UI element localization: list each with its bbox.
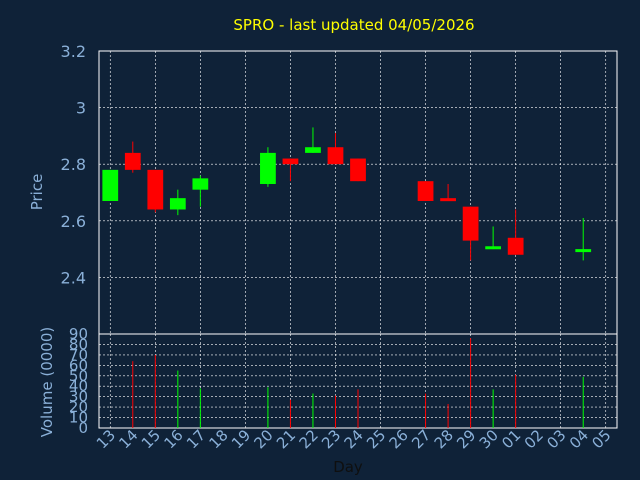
candle-body — [147, 169, 164, 210]
day-axis-label: Day — [333, 458, 363, 476]
candle-body — [305, 147, 321, 153]
candle-body — [102, 169, 119, 201]
price-tick-labels: 3.2 3 2.8 2.6 2.4 — [61, 42, 86, 287]
day-tick-label: 05 — [588, 426, 614, 452]
volume-tick-label: 50 — [69, 367, 88, 385]
volume-tick-label: 10 — [69, 409, 88, 427]
volume-tick-label: 90 — [69, 325, 88, 343]
candle-body — [440, 198, 456, 202]
price-axis-label: Price — [28, 174, 46, 211]
candle-body — [417, 181, 434, 201]
candle-body — [350, 158, 366, 182]
candle-body — [485, 246, 502, 250]
chart-title: SPRO - last updated 04/05/2026 — [233, 16, 474, 34]
candle-body — [169, 198, 186, 210]
candle-body — [124, 152, 141, 170]
candle-body — [192, 178, 209, 190]
candlestick-series — [102, 127, 592, 261]
price-tick-label: 3.2 — [61, 42, 86, 61]
day-tick-labels: 1314151617181920212223242526272829300102… — [93, 426, 615, 452]
candle-body — [462, 206, 479, 241]
volume-tick-label: 20 — [69, 398, 88, 416]
price-tick-label: 3 — [76, 99, 86, 118]
candle-body — [260, 152, 276, 185]
volume-tick-label: 60 — [69, 356, 88, 374]
price-tick-label: 2.4 — [61, 268, 86, 287]
candle-body — [575, 249, 592, 253]
volume-axis-label: Volume (0000) — [38, 327, 56, 437]
volume-tick-label: 70 — [69, 346, 88, 364]
candle-body — [282, 158, 299, 165]
price-grid — [98, 50, 618, 335]
volume-tick-label: 80 — [69, 335, 88, 353]
price-tick-label: 2.6 — [61, 212, 86, 231]
price-plot-frame — [98, 50, 618, 335]
volume-tick-label: 40 — [69, 377, 88, 395]
price-tick-label: 2.8 — [61, 155, 86, 174]
candle-body — [327, 147, 344, 165]
volume-tick-label: 0 — [78, 419, 88, 437]
volume-tick-label: 30 — [69, 388, 88, 406]
candle-body — [507, 237, 524, 255]
volume-series — [132, 338, 584, 428]
